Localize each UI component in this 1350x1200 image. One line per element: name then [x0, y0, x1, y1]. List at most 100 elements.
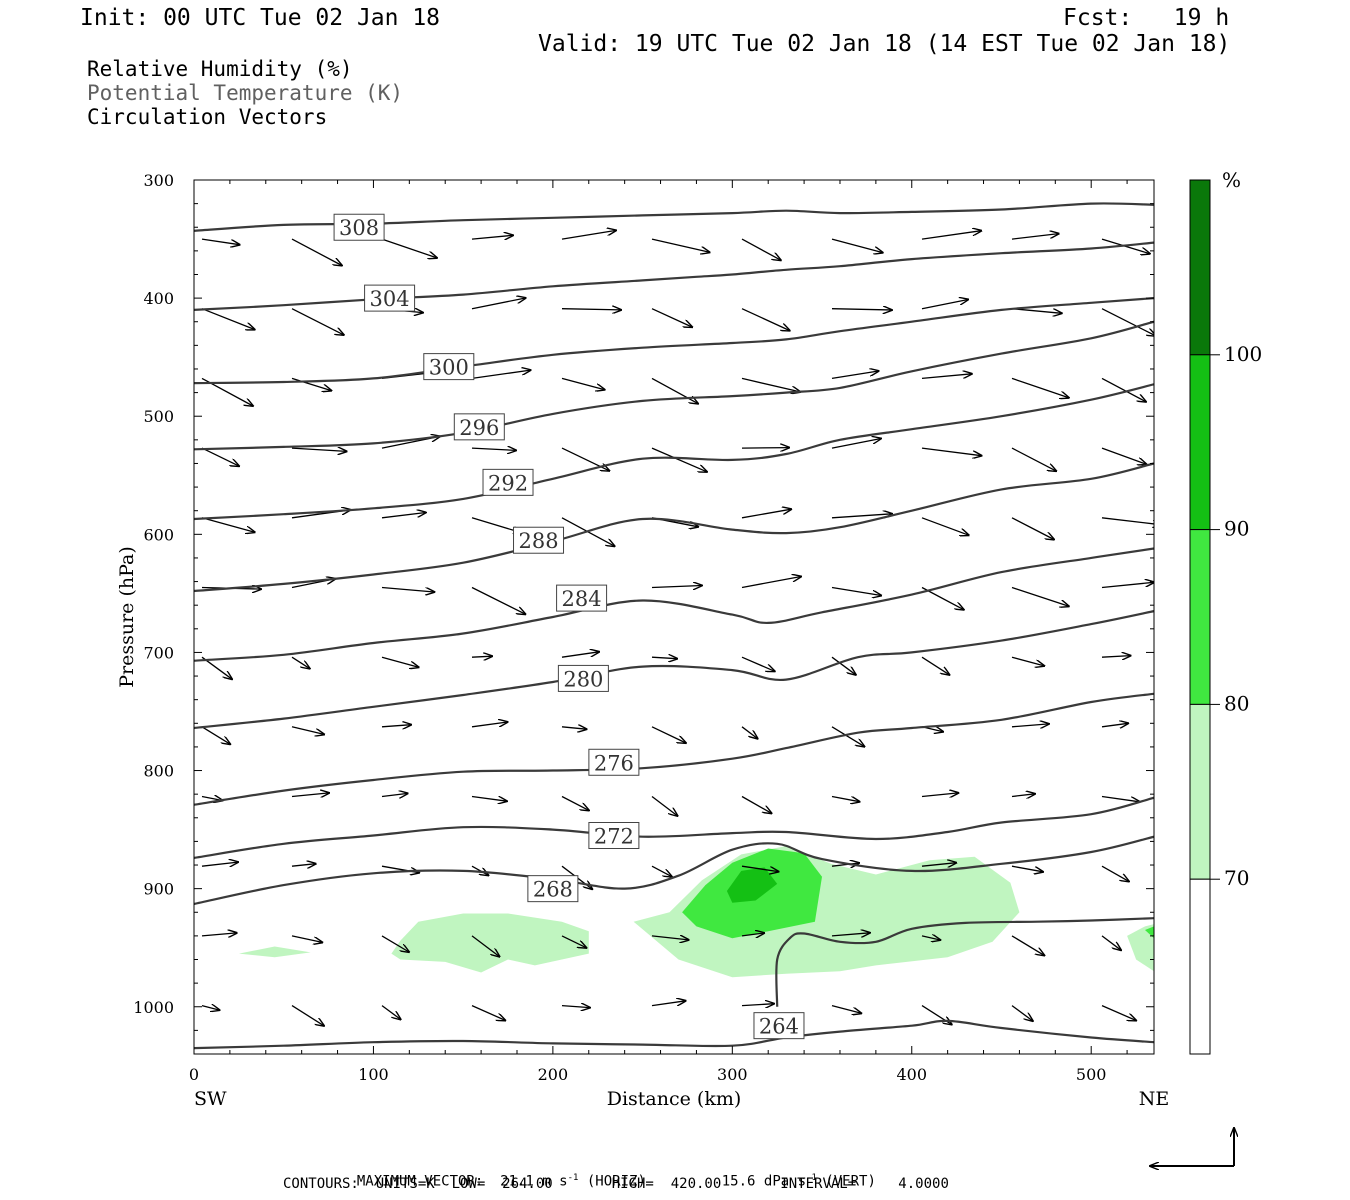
vector-arrow [651, 865, 672, 877]
vector-arrow [921, 300, 968, 310]
colorbar-segment [1189, 703, 1211, 880]
vector-arrow [291, 308, 344, 335]
contour-label-box-264 [753, 1012, 805, 1040]
vector-arrow [1011, 724, 1049, 727]
endpoint-left-label: SW [194, 1088, 227, 1110]
contour-label-box-300 [423, 353, 475, 381]
vector-arrow [741, 656, 775, 671]
colorbar-segment [1189, 179, 1211, 356]
vector-arrow [1011, 935, 1044, 956]
vector-arrow [291, 377, 331, 390]
vector-arrow [1101, 1005, 1136, 1021]
vector-arrow [1011, 586, 1069, 607]
vector-arrow [651, 936, 689, 940]
theta-contour-292 [194, 383, 1154, 521]
vector-arrow [1011, 794, 1035, 797]
y-tick-label: 300 [143, 171, 174, 190]
contour-label-308: 308 [339, 216, 379, 240]
vector-arrow [651, 238, 710, 252]
vector-arrow [921, 936, 940, 940]
y-tick-label: 500 [143, 407, 174, 426]
colorbar-unit: % [1222, 168, 1241, 192]
vector-arrow [561, 1006, 590, 1008]
vector-arrow [831, 795, 860, 802]
vector-arrow [201, 1006, 220, 1011]
contour-label-box-288 [513, 526, 565, 554]
vector-arrow [921, 374, 972, 380]
x-axis-title: Distance (km) [607, 1088, 742, 1110]
contour-info: CONTOURS: UNITS=K LOW= 264.00 HIGH= 420.… [283, 1176, 949, 1192]
relative-humidity-shading [238, 846, 1154, 978]
vector-arrow [471, 795, 507, 802]
vector-arrow [201, 447, 239, 466]
contour-label-280: 280 [563, 667, 603, 691]
vector-arrow [831, 656, 856, 675]
vector-arrow [651, 377, 698, 403]
vector-arrow [741, 795, 772, 814]
vector-arrow [381, 238, 437, 258]
horiz-tag: (HORIZ) [586, 1173, 646, 1190]
vector-arrow [561, 377, 605, 389]
theta-contour-288 [194, 462, 1154, 593]
x-tick-label: 0 [189, 1065, 199, 1084]
x-tick-label: 100 [358, 1065, 389, 1084]
theta-contour-268 [194, 835, 1154, 906]
colorbar: 100 90 80 70 [1189, 179, 1262, 1055]
vector-arrow [831, 1004, 861, 1014]
colorbar-level-label: 70 [1224, 866, 1249, 890]
vector-arrow [741, 377, 800, 392]
theta-contour-276 [194, 692, 1154, 806]
vector-arrow [921, 863, 956, 867]
theta-contour-extra-12 [775, 917, 1154, 1007]
vector-arrow [1011, 1005, 1033, 1021]
vector-arrow [831, 514, 892, 519]
vector-arrow [831, 238, 883, 253]
vector-arrow [1101, 377, 1146, 401]
contour-label-box-292 [482, 468, 534, 496]
max-vector-label: MAXIMUM VECTOR: [356, 1173, 484, 1190]
vector-arrow [1101, 517, 1154, 525]
theta-contour-284 [194, 547, 1154, 662]
x-tick-label: 200 [538, 1065, 569, 1084]
theta-contour-labels: 308 304 300 296 292 288 284 280 276 272 268 264 [333, 213, 805, 1040]
y-tick-label: 700 [143, 643, 174, 662]
theta-contour-296 [194, 320, 1154, 451]
vector-arrow [1011, 865, 1043, 872]
vector-arrow [561, 727, 587, 729]
vector-arrow [651, 1001, 686, 1007]
vector-arrow [471, 586, 525, 615]
vector-arrow [471, 935, 500, 957]
vector-arrow [201, 726, 230, 744]
y-axis-title: Pressure (hPa) [116, 546, 138, 688]
colorbar-segment [1189, 354, 1211, 531]
horiz-exponent: -1 [567, 1173, 579, 1183]
contour-label-284: 284 [562, 587, 602, 611]
vector-arrow [201, 933, 237, 936]
vector-arrow [1101, 308, 1154, 336]
vector-arrow [741, 577, 801, 589]
vector-arrow [1101, 723, 1128, 727]
vector-arrow [741, 865, 778, 871]
field-circulation-vectors: Circulation Vectors [87, 105, 328, 129]
contour-label-box-268 [527, 875, 579, 903]
theta-contour-300 [194, 297, 1154, 385]
x-tick-label: 500 [1076, 1065, 1107, 1084]
vector-arrow [291, 864, 316, 867]
vector-arrow [741, 448, 789, 449]
vector-arrow [291, 793, 329, 797]
vert-tag: (VERT) [825, 1173, 876, 1190]
vector-arrow [471, 448, 516, 450]
contour-label-292: 292 [488, 471, 528, 495]
vector-arrow [471, 370, 531, 380]
vector-arrow [1101, 935, 1121, 950]
vector-arrow [651, 308, 692, 327]
vector-arrow [651, 586, 702, 588]
vector-arrow [831, 371, 879, 380]
contour-label-box-280 [557, 664, 609, 692]
max-vector-line: MAXIMUM VECTOR: 21.1 m s-1 (HORIZ) 15.6 … [340, 1157, 876, 1190]
colorbar-segment [1189, 529, 1211, 705]
rh-region-70-0 [238, 946, 311, 958]
vector-arrow [1011, 308, 1062, 314]
vector-arrow [1101, 656, 1131, 658]
theta-contour-272 [194, 796, 1154, 859]
